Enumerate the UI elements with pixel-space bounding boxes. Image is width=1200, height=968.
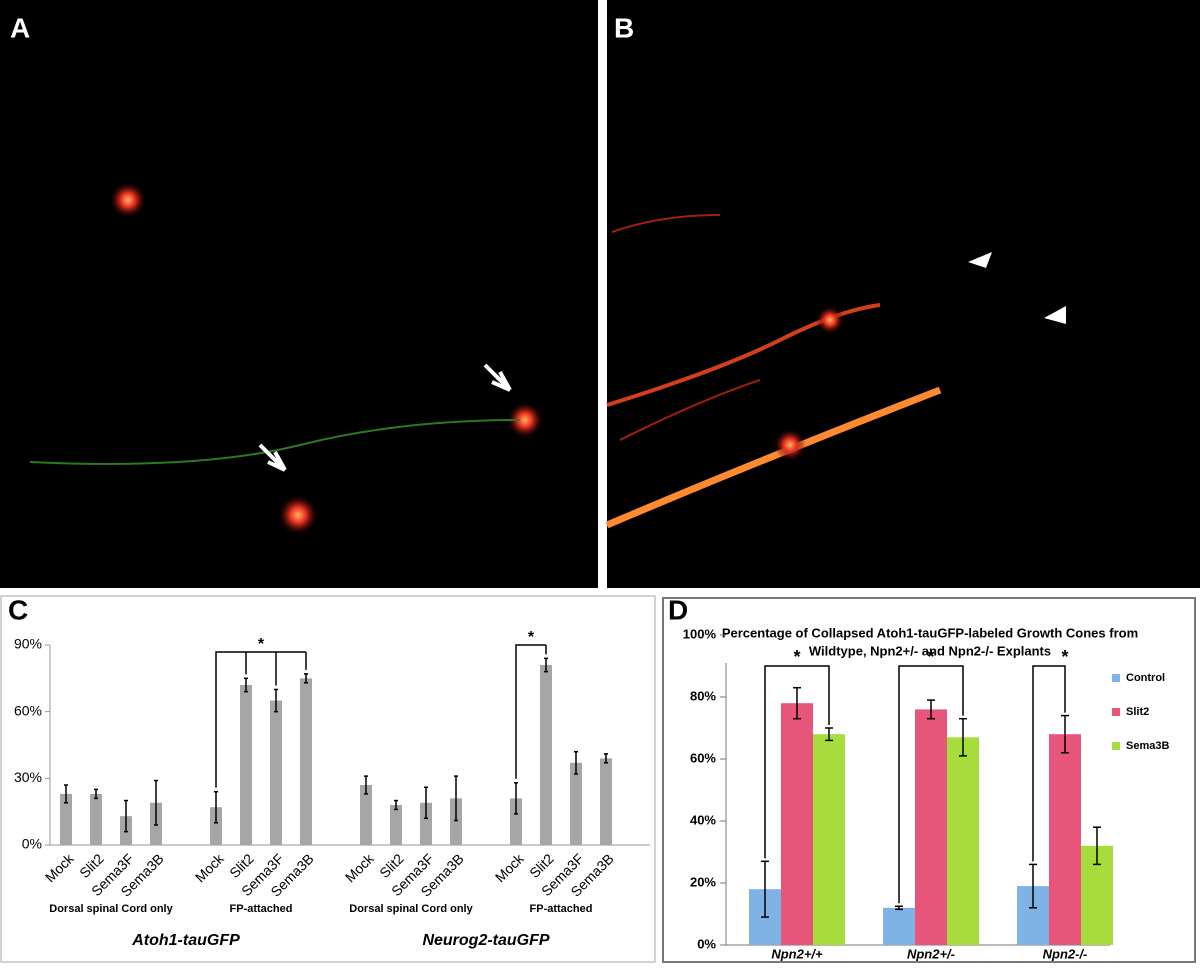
bar <box>915 709 947 945</box>
panel-c-frame <box>0 595 656 963</box>
significance-bracket <box>515 644 547 779</box>
group-label: FP-attached <box>230 903 293 915</box>
y-tick-label: 40% <box>690 812 716 827</box>
significance-label: * <box>793 647 800 667</box>
significance-label: * <box>927 647 934 667</box>
y-tick-label: 60% <box>690 750 716 765</box>
significance-bracket <box>215 651 307 788</box>
bar <box>240 685 252 845</box>
bar <box>210 807 222 845</box>
significance-bracket <box>898 665 964 904</box>
y-tick-label: 30% <box>14 769 42 785</box>
panel-d-frame <box>662 597 1196 963</box>
y-tick-label: 0% <box>22 836 42 852</box>
bar <box>420 802 432 845</box>
significance-label: * <box>1061 647 1068 667</box>
micrograph-a <box>0 0 598 588</box>
bar <box>781 703 813 945</box>
bar <box>947 737 979 945</box>
y-tick-label: 60% <box>14 702 42 718</box>
x-tick-label: Npn2-/- <box>1043 946 1088 961</box>
legend-swatch <box>1112 742 1120 750</box>
panel-label: D <box>668 594 688 625</box>
chart-title: Percentage of Collapsed Atoh1-tauGFP-lab… <box>722 625 1138 640</box>
bar <box>570 762 582 845</box>
panel-label: B <box>614 12 634 43</box>
x-tick-label: Npn2+/+ <box>771 946 823 961</box>
significance-label: * <box>528 629 535 646</box>
y-tick-label: 90% <box>14 636 42 652</box>
panel-label: C <box>8 594 28 625</box>
group-label: Dorsal spinal Cord only <box>49 903 173 915</box>
bar <box>1049 734 1081 945</box>
bar <box>510 798 522 845</box>
bar <box>90 793 102 845</box>
legend-label: Sema3B <box>1126 740 1169 752</box>
micrograph-b <box>605 0 1200 588</box>
legend-swatch <box>1112 674 1120 682</box>
bar <box>60 793 72 845</box>
panel-label: A <box>10 12 30 43</box>
bar <box>540 665 552 845</box>
bar <box>450 798 462 845</box>
y-tick-label: 80% <box>690 688 716 703</box>
x-tick-label: Npn2+/- <box>907 946 955 961</box>
bar <box>883 907 915 945</box>
significance-bracket <box>1032 665 1066 862</box>
supergroup-label: Atoh1-tauGFP <box>131 932 240 949</box>
legend-label: Control <box>1126 672 1165 684</box>
bar <box>360 785 372 845</box>
legend-swatch <box>1112 708 1120 716</box>
y-tick-label: 100% <box>683 626 717 641</box>
bar <box>300 678 312 845</box>
group-label: FP-attached <box>530 903 593 915</box>
chart-title: Wildtype, Npn2+/- and Npn2-/- Explants <box>809 643 1051 658</box>
bar <box>813 734 845 945</box>
y-tick-label: 0% <box>697 936 716 951</box>
group-label: Dorsal spinal Cord only <box>349 903 473 915</box>
significance-bracket <box>764 665 830 859</box>
bar <box>600 758 612 845</box>
bar <box>390 805 402 845</box>
legend-label: Slit2 <box>1126 706 1149 718</box>
bar <box>270 700 282 845</box>
y-tick-label: 20% <box>690 874 716 889</box>
supergroup-label: Neurog2-tauGFP <box>422 932 549 949</box>
significance-label: * <box>258 636 265 653</box>
